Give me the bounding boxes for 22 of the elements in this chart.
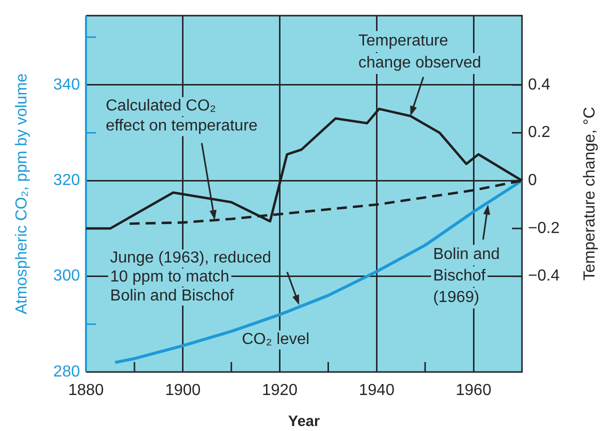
text: Temperature change observed (358, 32, 482, 72)
x-axis-title: Year (288, 413, 320, 430)
annotation: Junge (1963), reduced 10 ppm to match Bolin and Bischof (110, 249, 272, 304)
x-tick-label: 1940 (358, 382, 395, 400)
y-tick-label: 300 (53, 268, 80, 285)
y2-tick-label: −0.2 (528, 220, 560, 237)
x-tick-label: 1880 (68, 382, 104, 400)
text: Calculated CO₂ effect on temperature (106, 98, 258, 135)
y-tick-label: 280 (53, 363, 80, 380)
y2-tick-label: 0.2 (528, 124, 550, 142)
y2-tick-label: 0 (528, 172, 537, 190)
y-tick-label: 340 (53, 76, 80, 94)
y2-tick-label: 0.4 (528, 76, 550, 94)
x-tick-label: 1920 (262, 382, 298, 400)
series-label: CO₂ level (242, 330, 310, 348)
y2-tick-label: −0.4 (528, 268, 560, 285)
y2-axis-title: Temperature change, °C (581, 106, 598, 281)
y-axis-title: Atmospheric CO₂, ppm by volume (13, 73, 30, 314)
x-tick-label: 1960 (456, 382, 492, 400)
x-tick-label: 1900 (165, 382, 201, 400)
y-tick-label: 320 (53, 172, 80, 190)
annotation: Bolin and Bischof (1969) (433, 246, 500, 306)
